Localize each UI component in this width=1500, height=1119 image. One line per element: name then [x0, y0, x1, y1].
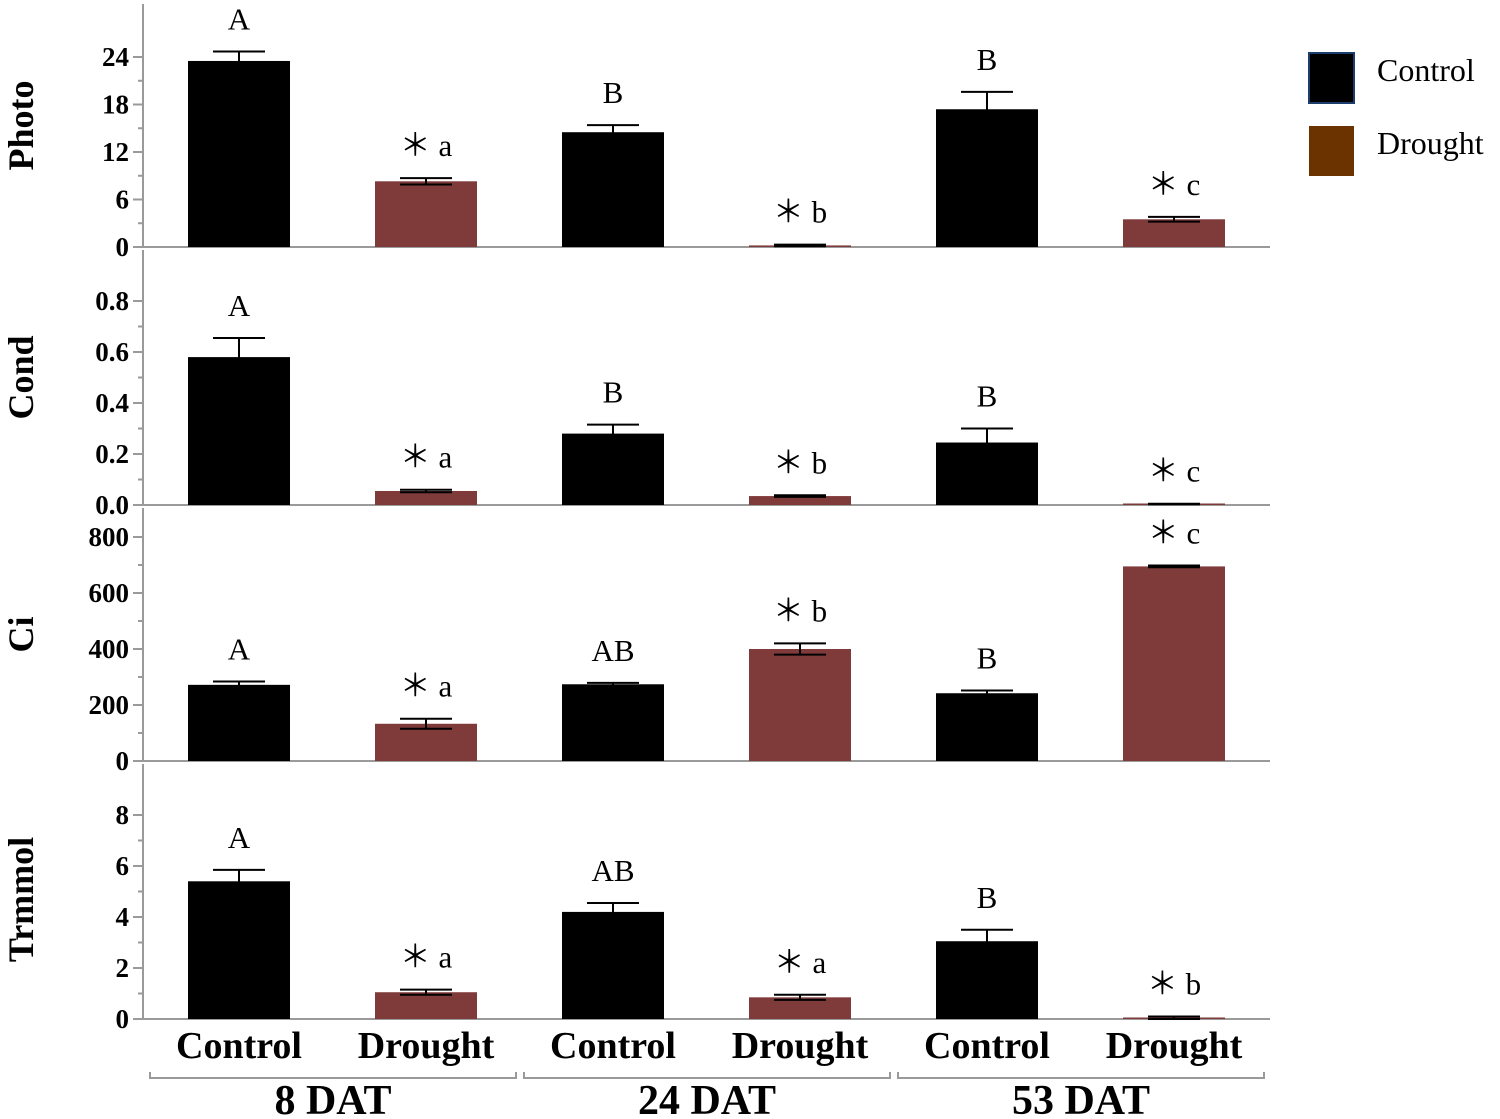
y-tick-label: 0.8: [95, 286, 129, 316]
legend-label: Drought: [1377, 125, 1484, 161]
group-bracket: [523, 1072, 891, 1079]
y-tick-label: 200: [89, 690, 130, 720]
y-tick-label: 2: [116, 953, 130, 983]
y-tick-label: 0.6: [95, 337, 129, 367]
y-tick-label: 8: [116, 800, 130, 830]
significance-label: A: [228, 820, 251, 855]
y-axis-label: Ci: [1, 617, 41, 653]
y-tick-label: 6: [116, 185, 130, 215]
significance-label: ＊ a: [400, 128, 453, 163]
y-tick-label: 4: [116, 902, 130, 932]
significance-label: B: [603, 75, 624, 110]
x-axis: Control Drought Control Drought Control Droug…: [149, 1025, 1265, 1119]
y-axis-label: Photo: [1, 81, 41, 171]
significance-label: A: [228, 288, 251, 323]
bar-control: [936, 693, 1038, 761]
bar-drought: [1123, 566, 1225, 761]
y-tick-label: 800: [89, 522, 130, 552]
x-group-label: 24 DAT: [638, 1078, 776, 1119]
panel-trmmol: 0 2 4 6 8 Trmmol A ＊ a AB ＊ a B ＊ b: [1, 764, 1270, 1034]
bar-control: [562, 911, 664, 1019]
bar-drought: [375, 181, 477, 247]
bar-drought: [375, 992, 477, 1019]
bar-control: [562, 132, 664, 247]
x-tick-label: Control: [176, 1025, 302, 1067]
bar-control: [188, 684, 290, 761]
x-group-label: 53 DAT: [1012, 1078, 1150, 1119]
significance-label: B: [977, 640, 998, 675]
y-tick-label: 0.4: [95, 388, 129, 418]
bar-control: [936, 941, 1038, 1019]
group-bracket: [149, 1072, 517, 1079]
bar-drought: [375, 490, 477, 505]
significance-label: ＊ b: [1147, 966, 1201, 1001]
y-tick-label: 18: [102, 90, 129, 120]
significance-label: B: [977, 379, 998, 414]
y-tick-label: 0.2: [95, 439, 129, 469]
y-tick-label: 400: [89, 634, 130, 664]
bar-control: [188, 60, 290, 248]
y-tick-label: 600: [89, 578, 130, 608]
significance-label: ＊ c: [1148, 167, 1201, 202]
x-tick-label: Drought: [358, 1025, 495, 1067]
bar-drought: [749, 496, 851, 505]
x-group-label: 8 DAT: [274, 1078, 391, 1119]
x-tick-label: Drought: [1106, 1025, 1243, 1067]
significance-label: B: [977, 42, 998, 77]
y-tick-label: 0: [116, 746, 130, 776]
bar-control: [188, 357, 290, 505]
bar-drought: [1123, 219, 1225, 247]
significance-label: AB: [591, 633, 634, 668]
significance-label: ＊ b: [773, 593, 827, 628]
y-tick-label: 0.0: [95, 490, 129, 520]
significance-label: ＊ a: [400, 440, 453, 475]
y-tick-label: 12: [102, 137, 129, 167]
significance-label: ＊ a: [400, 940, 453, 975]
significance-label: A: [228, 1, 251, 36]
x-tick-label: Drought: [732, 1025, 869, 1067]
bar-drought: [749, 649, 851, 761]
legend-swatch-drought: [1309, 126, 1354, 176]
significance-label: ＊ c: [1148, 516, 1201, 551]
legend-label: Control: [1377, 52, 1475, 88]
bar-control: [562, 684, 664, 761]
y-tick-label: 6: [116, 851, 130, 881]
y-axis-label: Trmmol: [1, 837, 41, 962]
x-tick-label: Control: [924, 1025, 1050, 1067]
significance-label: ＊ c: [1148, 454, 1201, 489]
significance-label: ＊ a: [774, 945, 827, 980]
significance-label: B: [977, 880, 998, 915]
legend-swatch-control: [1308, 52, 1355, 104]
bar-control: [188, 881, 290, 1019]
bar-drought: [375, 723, 477, 761]
panel-cond: 0.0 0.2 0.4 0.6 0.8 Cond A ＊ a B ＊ b B ＊ c: [1, 250, 1270, 520]
legend: Control Drought: [1308, 52, 1484, 176]
x-tick-label: Control: [550, 1025, 676, 1067]
y-axis-label: Cond: [1, 335, 41, 419]
significance-label: ＊ b: [773, 445, 827, 480]
significance-label: ＊ a: [400, 669, 453, 704]
y-tick-label: 0: [116, 232, 130, 262]
panel-ci: 0 200 400 600 800 Ci A ＊ a AB ＊ b B ＊ c: [1, 508, 1270, 776]
group-bracket: [897, 1072, 1265, 1079]
y-tick-label: 24: [102, 42, 129, 72]
significance-label: B: [603, 375, 624, 410]
bar-drought: [749, 997, 851, 1019]
y-tick-label: 0: [116, 1004, 130, 1034]
significance-label: ＊ b: [773, 195, 827, 230]
significance-label: A: [228, 631, 251, 666]
panel-photo: 0 6 12 18 24 Photo A ＊ a B ＊ b B ＊ c: [1, 1, 1270, 262]
bar-control: [936, 109, 1038, 247]
bar-control: [562, 433, 664, 505]
significance-label: AB: [591, 853, 634, 888]
